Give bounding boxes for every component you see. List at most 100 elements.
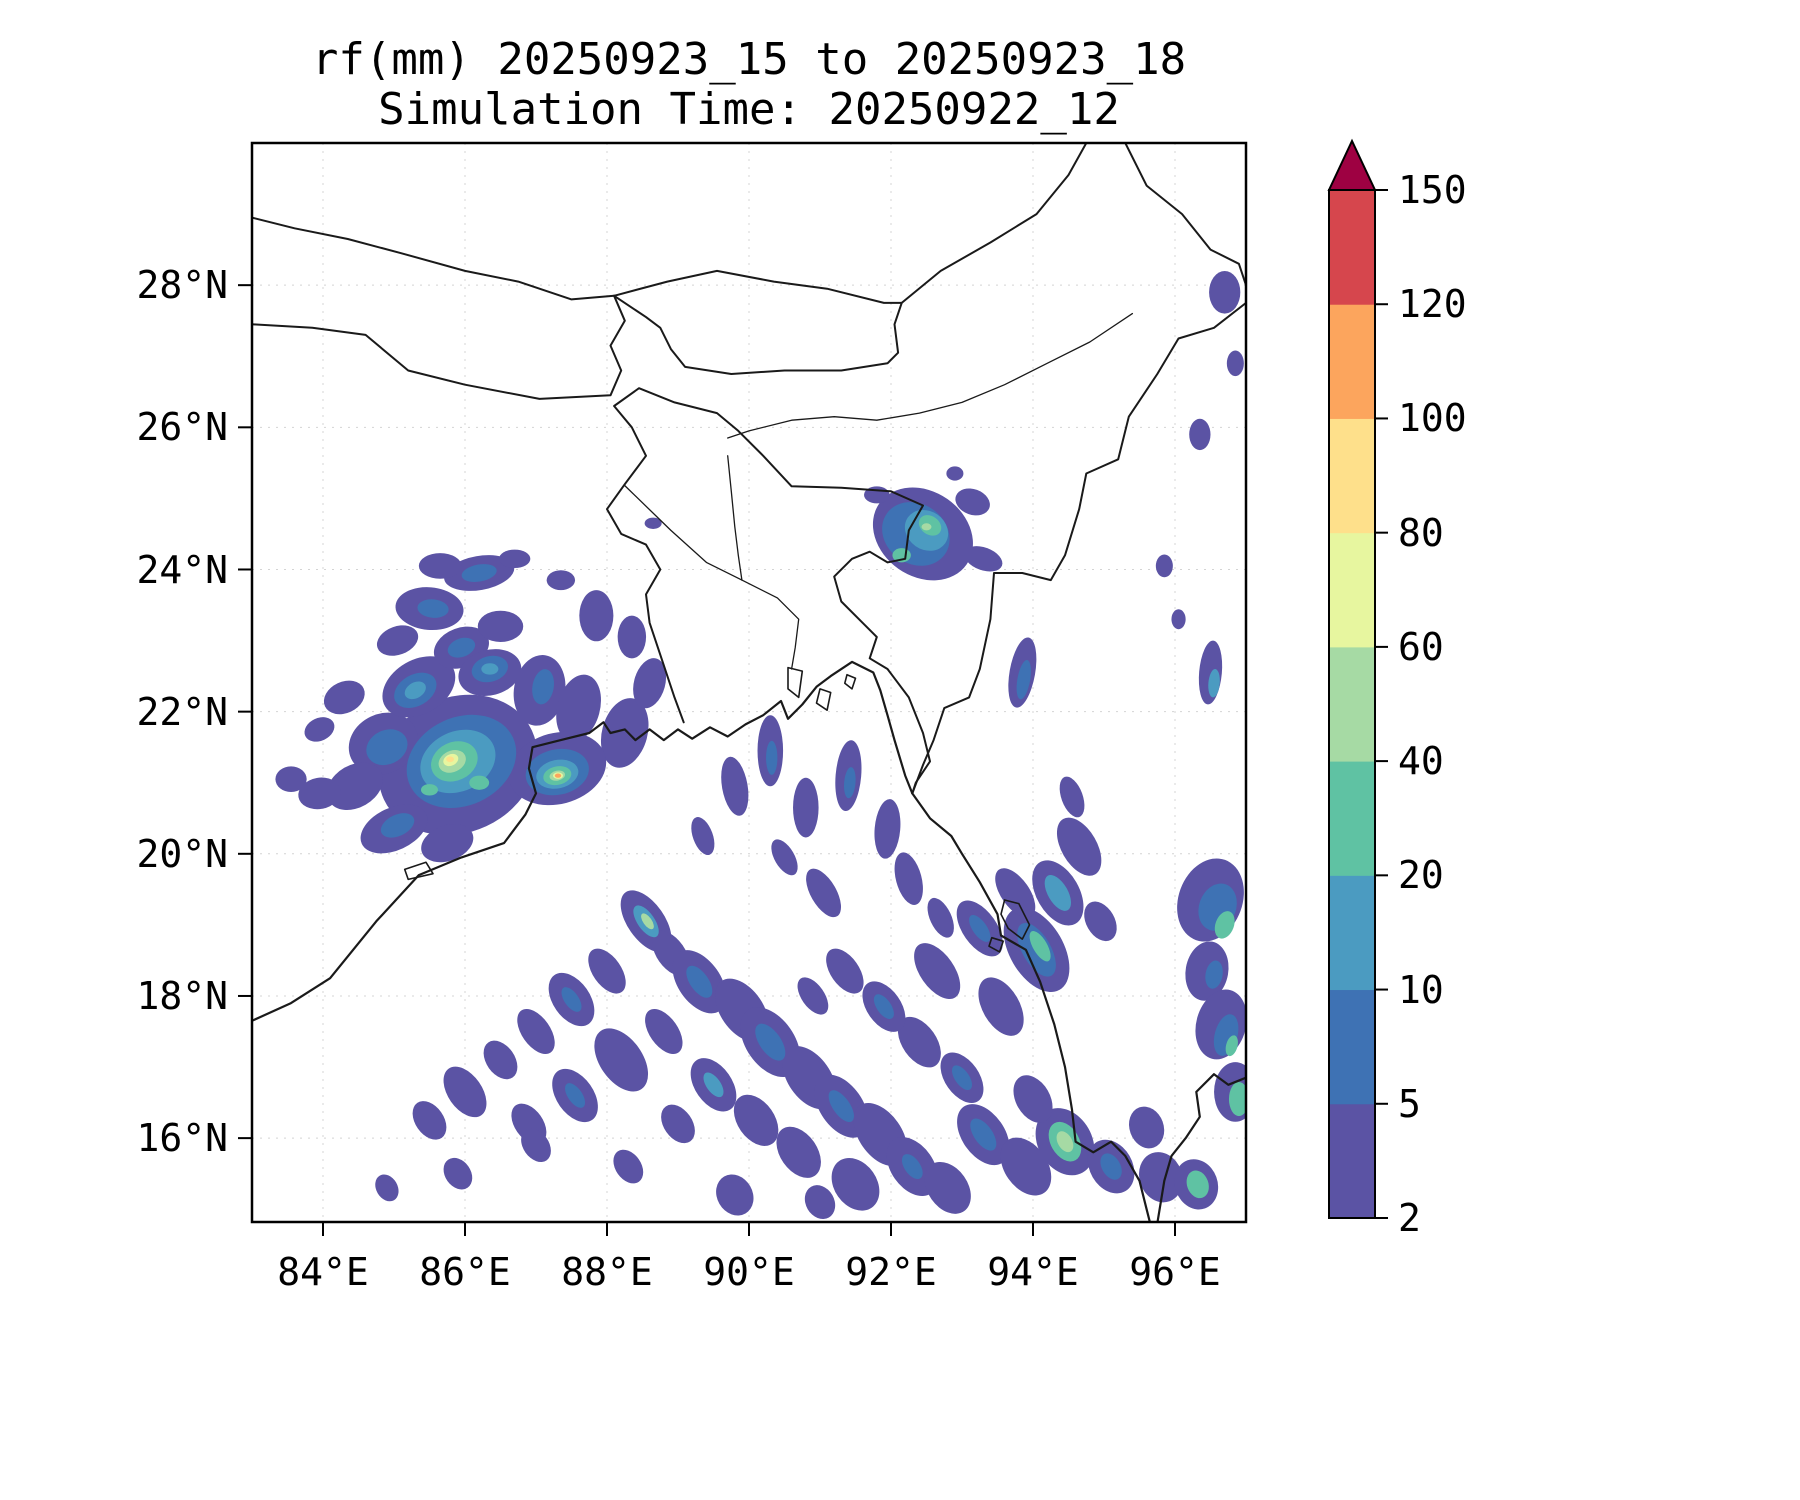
rain-cell-level-5 <box>532 669 555 705</box>
rain-cell-level-2 <box>776 1126 821 1178</box>
colorbar-tick-label: 80 <box>1398 511 1444 555</box>
rain-cell-level-2 <box>443 1157 473 1190</box>
rain-cell-level-2 <box>946 466 964 481</box>
rain-cell-level-20 <box>1228 1081 1246 1117</box>
colorbar-segment <box>1329 760 1375 876</box>
rain-cell-level-2 <box>588 948 626 994</box>
rain-cell-level-2 <box>594 1028 649 1092</box>
rain-cell-level-2 <box>804 1185 836 1220</box>
rain-cell-level-2 <box>914 943 961 1000</box>
rain-cell-level-10 <box>481 663 499 675</box>
rain-cell-level-5 <box>951 1065 973 1091</box>
rain-cell-level-40 <box>921 523 932 531</box>
rain-cell-level-5 <box>873 994 894 1019</box>
colorbar-tick-label: 5 <box>1398 1082 1421 1126</box>
y-tick-label: 16°N <box>136 1116 228 1160</box>
rain-cell-level-2 <box>1209 270 1241 314</box>
rain-cell-level-5 <box>970 1118 997 1151</box>
colorbar-segment <box>1329 989 1375 1105</box>
rain-cell-level-2 <box>412 1101 447 1140</box>
colorbar-tick-label: 150 <box>1398 168 1467 212</box>
x-tick-label: 96°E <box>1129 1250 1221 1294</box>
rain-cell-level-2 <box>874 799 901 859</box>
rain-cell-level-5 <box>828 1090 854 1123</box>
rain-cell-level-2 <box>1013 1075 1053 1123</box>
rain-cell-level-5 <box>417 599 449 618</box>
rain-cell-level-2 <box>477 610 524 642</box>
rain-cell-level-5 <box>686 965 713 998</box>
rain-cell-level-2 <box>964 546 1003 572</box>
colorbar: 2 5 10 20 40 60 80 100 120 150 <box>1327 138 1467 1240</box>
y-tick-label: 24°N <box>136 548 228 592</box>
border-himalaya-china <box>613 143 1088 304</box>
rain-cell-level-2 <box>617 615 647 659</box>
rain-cell-level-2 <box>327 762 383 811</box>
rain-cell-level-2 <box>483 1040 518 1080</box>
rain-cell-level-10 <box>703 1072 724 1098</box>
rain-cell-level-2 <box>995 868 1036 918</box>
x-axis-labels: 84°E 86°E 88°E 90°E 92°E 94°E 96°E <box>277 1250 1221 1294</box>
rain-cell-level-20 <box>1186 1170 1209 1199</box>
rain-cell-level-2 <box>499 549 531 569</box>
colorbar-segment <box>1329 303 1375 419</box>
x-tick-label: 92°E <box>845 1250 937 1294</box>
colorbar-ticks <box>1375 189 1388 1219</box>
rain-cell-level-2 <box>771 839 798 876</box>
rain-cell-level-2 <box>298 777 341 810</box>
rain-cell-level-2 <box>978 977 1024 1036</box>
rain-cell-level-2 <box>421 824 474 863</box>
rain-cell-level-2 <box>556 674 601 742</box>
rain-cell-level-10 <box>404 681 426 700</box>
rain-cell-level-2 <box>691 817 715 856</box>
rain-cell-level-2 <box>721 756 749 816</box>
rain-cell-level-20 <box>469 775 490 790</box>
rain-cell-level-2 <box>927 897 954 938</box>
border-nepal-south <box>252 294 626 400</box>
island-cheduba <box>988 936 1004 953</box>
rain-cell-level-40 <box>1056 1131 1074 1153</box>
island-sandwip <box>844 673 857 690</box>
rain-cell-level-2 <box>1226 350 1244 377</box>
chart-title: rf(mm) 20250923_15 to 20250923_18 <box>312 34 1186 85</box>
coastline-irrawaddy-delta <box>1156 1073 1246 1222</box>
border-china-myanmar <box>1124 143 1246 287</box>
rain-cell-level-2 <box>517 1009 555 1054</box>
x-tick-label: 88°E <box>561 1250 653 1294</box>
y-axis-labels: 16°N 18°N 20°N 22°N 24°N 26°N 28°N <box>136 263 228 1160</box>
rain-cell-level-5 <box>1100 1153 1122 1180</box>
rain-cell-level-2 <box>797 977 829 1015</box>
rain-cell-level-2 <box>826 948 864 994</box>
y-tick-label: 26°N <box>136 405 228 449</box>
rain-cell-level-2 <box>633 658 667 709</box>
rain-cell-level-2 <box>1056 817 1102 876</box>
border-india-myanmar <box>911 301 1246 795</box>
colorbar-tick-label: 100 <box>1398 396 1467 440</box>
rain-cell-level-5 <box>901 1154 923 1180</box>
rain-cell-level-2 <box>716 1174 754 1216</box>
y-tick-label: 20°N <box>136 832 228 876</box>
rain-cell-level-2 <box>806 868 842 918</box>
colorbar-tick-label: 10 <box>1398 968 1444 1012</box>
colorbar-tick-label: 2 <box>1398 1196 1421 1240</box>
x-tick-label: 86°E <box>419 1250 511 1294</box>
island-bhola <box>787 666 804 699</box>
rain-cell-level-40 <box>641 913 654 930</box>
rain-cell-level-20 <box>420 784 439 796</box>
rain-cell-level-80 <box>446 756 454 763</box>
rain-cell-level-2 <box>793 777 819 838</box>
rain-cell-level-20 <box>1225 1035 1238 1057</box>
rain-cell-level-2 <box>323 680 365 715</box>
rain-cell-level-2 <box>894 852 923 905</box>
border-nepal-north <box>252 216 616 301</box>
rain-cell-level-2 <box>600 698 649 768</box>
rain-cell-level-5 <box>366 729 408 766</box>
map-outlines-layer <box>252 143 1246 1222</box>
rain-cell-level-5 <box>1205 960 1223 989</box>
rain-cell-level-2 <box>1138 1152 1183 1203</box>
colorbar-segment <box>1329 532 1375 648</box>
rain-cell-level-2 <box>1189 418 1211 451</box>
colorbar-segment <box>1329 874 1375 991</box>
rain-cell-level-2 <box>443 1066 487 1118</box>
rain-cell-level-2 <box>376 625 419 656</box>
